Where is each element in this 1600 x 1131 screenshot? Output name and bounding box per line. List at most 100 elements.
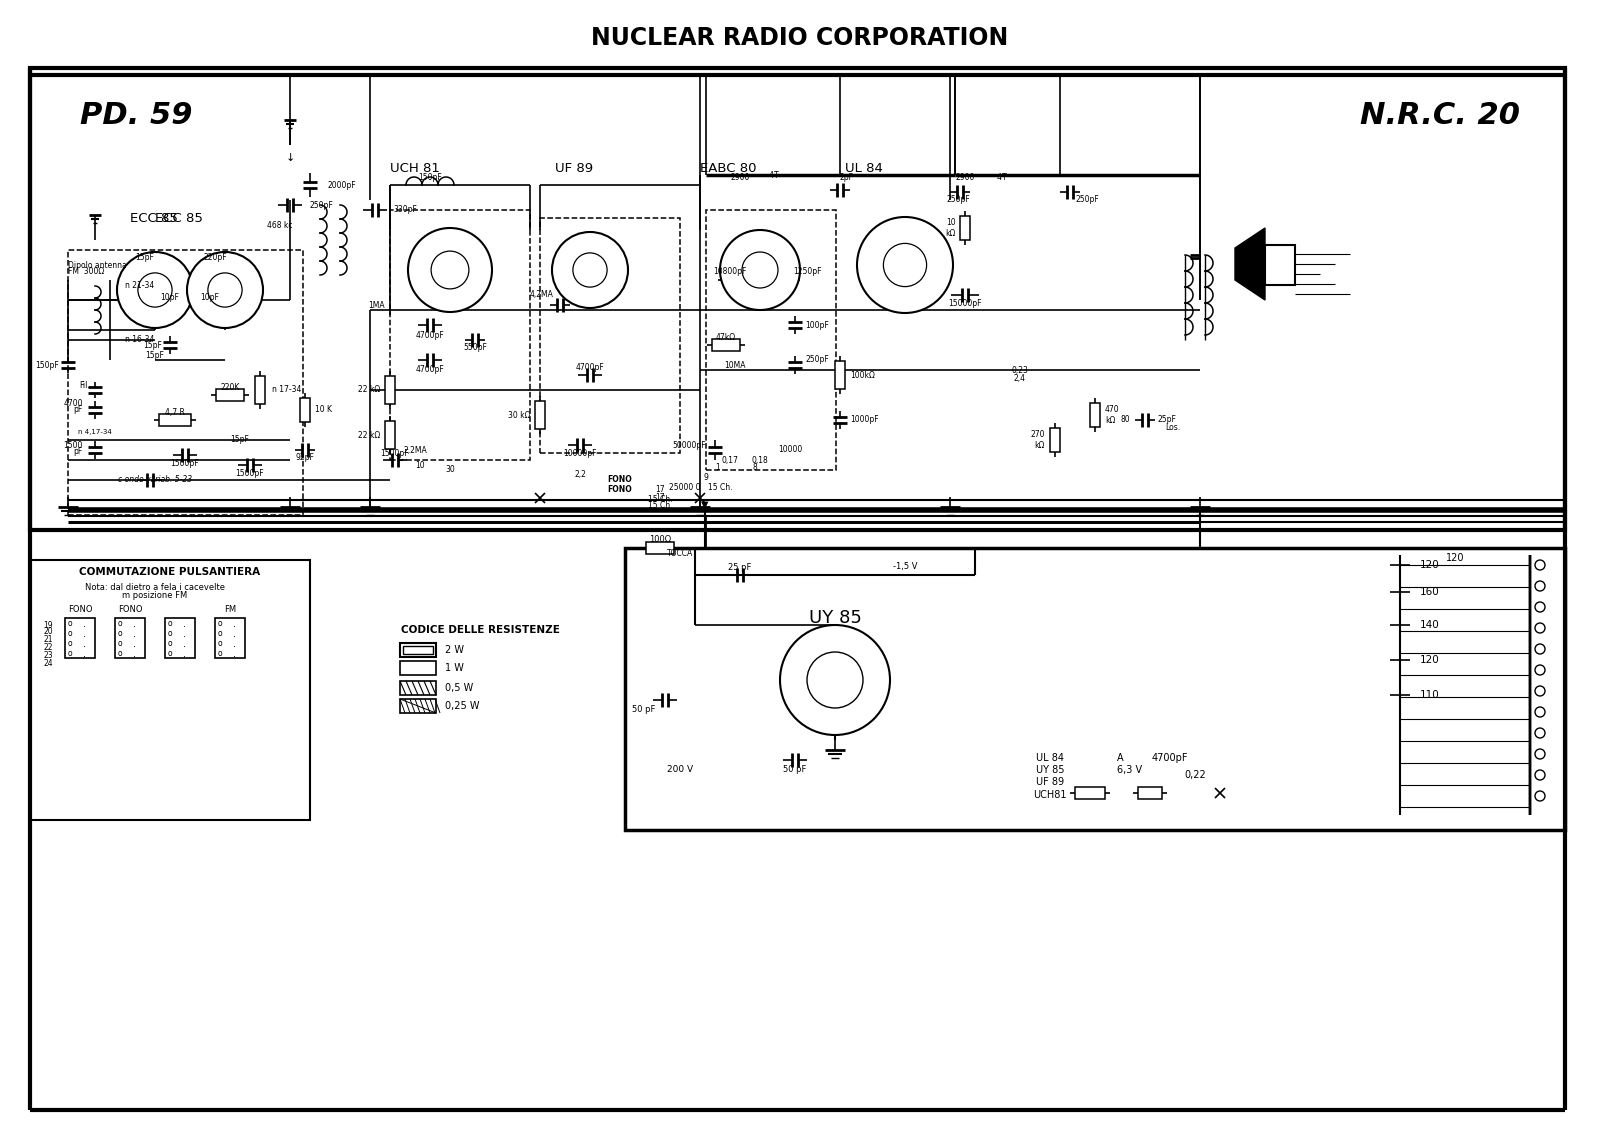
Text: 468 kc: 468 kc [267, 221, 293, 230]
Text: n 21-34: n 21-34 [125, 280, 155, 290]
Bar [390, 210, 530, 460]
Bar [67, 250, 302, 515]
Text: .: . [234, 619, 237, 629]
Text: o: o [168, 649, 173, 658]
Polygon shape [1235, 228, 1266, 300]
Text: 1500pF: 1500pF [235, 468, 264, 477]
Bar [706, 210, 835, 470]
Bar [30, 560, 310, 820]
Text: 2,2MA: 2,2MA [403, 446, 427, 455]
Text: 4700: 4700 [64, 398, 83, 407]
Bar [712, 339, 739, 351]
Text: ECC 85: ECC 85 [155, 211, 203, 224]
Text: n 17-34: n 17-34 [272, 386, 301, 395]
Bar [403, 646, 434, 654]
Circle shape [1534, 687, 1546, 696]
Text: 30: 30 [445, 466, 454, 475]
Text: 4700pF: 4700pF [1152, 753, 1189, 763]
Text: o: o [67, 630, 72, 639]
Text: n 16-34: n 16-34 [125, 336, 155, 345]
Text: ▼: ▼ [701, 500, 709, 510]
Bar [400, 644, 435, 657]
Text: 19: 19 [43, 621, 53, 630]
Circle shape [1534, 581, 1546, 592]
Text: 160: 160 [1421, 587, 1440, 597]
Text: 25000 0: 25000 0 [669, 483, 701, 492]
Text: 250pF: 250pF [310, 200, 334, 209]
Circle shape [430, 251, 469, 288]
Text: 22 kΩ: 22 kΩ [358, 431, 381, 440]
Text: pF: pF [74, 448, 83, 457]
Text: o: o [218, 649, 222, 658]
Bar [165, 618, 195, 658]
Bar [1075, 787, 1106, 798]
Text: 4700pF: 4700pF [416, 365, 445, 374]
Text: Fil.: Fil. [80, 380, 90, 389]
Text: 25 pF: 25 pF [728, 562, 752, 571]
Text: o: o [118, 620, 122, 629]
Circle shape [720, 230, 800, 310]
Bar [1090, 403, 1101, 428]
Text: 21: 21 [43, 636, 53, 645]
Bar [386, 421, 395, 449]
Text: .: . [184, 639, 187, 649]
Text: 25pF: 25pF [1158, 415, 1178, 424]
Text: .: . [133, 639, 136, 649]
Bar [400, 699, 435, 713]
Bar [400, 681, 435, 696]
Text: 250pF: 250pF [1075, 196, 1099, 205]
Text: 0,18: 0,18 [752, 456, 768, 465]
Text: 15pF: 15pF [230, 435, 250, 444]
Text: o: o [168, 639, 173, 648]
Text: 100kΩ: 100kΩ [850, 371, 875, 380]
Text: 10000pF: 10000pF [563, 449, 597, 458]
Text: 10000: 10000 [778, 446, 802, 455]
Bar [30, 68, 1565, 530]
Text: 1000pF: 1000pF [850, 415, 878, 424]
Text: 220pF: 220pF [203, 253, 227, 262]
Text: o: o [168, 620, 173, 629]
Text: .: . [234, 639, 237, 649]
Text: COMMUTAZIONE PULSANTIERA: COMMUTAZIONE PULSANTIERA [80, 567, 261, 577]
Text: -1,5 V: -1,5 V [893, 562, 917, 571]
Circle shape [1534, 707, 1546, 717]
Text: 140: 140 [1421, 620, 1440, 630]
Circle shape [1534, 749, 1546, 759]
Text: 15 Ch.: 15 Ch. [648, 495, 672, 504]
Text: 470
kΩ: 470 kΩ [1106, 405, 1120, 425]
Text: 6,3 V: 6,3 V [1117, 765, 1142, 775]
Text: CODICE DELLE RESISTENZE: CODICE DELLE RESISTENZE [400, 625, 560, 634]
Text: 8: 8 [752, 464, 757, 473]
Text: .: . [133, 629, 136, 639]
Text: FONO: FONO [608, 475, 632, 484]
Bar [301, 398, 310, 422]
Text: o: o [118, 630, 122, 639]
Text: 270
kΩ: 270 kΩ [1030, 430, 1045, 450]
Text: 4T: 4T [990, 173, 1006, 181]
Text: 120: 120 [1421, 560, 1440, 570]
Text: pF: pF [74, 406, 83, 414]
Text: 220K: 220K [221, 383, 240, 392]
Text: 20: 20 [43, 628, 53, 637]
Text: 0,23: 0,23 [1011, 365, 1029, 374]
Text: c onde variab. 5-23: c onde variab. 5-23 [118, 475, 192, 484]
Bar [534, 402, 546, 429]
Text: 9: 9 [704, 474, 709, 483]
Text: 550pF: 550pF [462, 344, 486, 353]
Text: .: . [83, 639, 86, 649]
Text: A: A [1117, 753, 1123, 763]
Text: 10 K: 10 K [315, 406, 333, 414]
Text: 1250pF: 1250pF [794, 268, 821, 276]
Text: Dipolo antenna: Dipolo antenna [67, 260, 126, 269]
Circle shape [1534, 791, 1546, 801]
Text: UL 84: UL 84 [845, 162, 883, 174]
Bar [835, 361, 845, 389]
Text: o: o [67, 649, 72, 658]
Text: N.R.C. 20: N.R.C. 20 [1360, 101, 1520, 130]
Circle shape [208, 273, 242, 308]
Text: 0,25 W: 0,25 W [445, 701, 480, 711]
Text: UF 89: UF 89 [555, 162, 594, 174]
Text: UCH81: UCH81 [1034, 789, 1067, 800]
Circle shape [1534, 728, 1546, 739]
Text: .: . [184, 619, 187, 629]
